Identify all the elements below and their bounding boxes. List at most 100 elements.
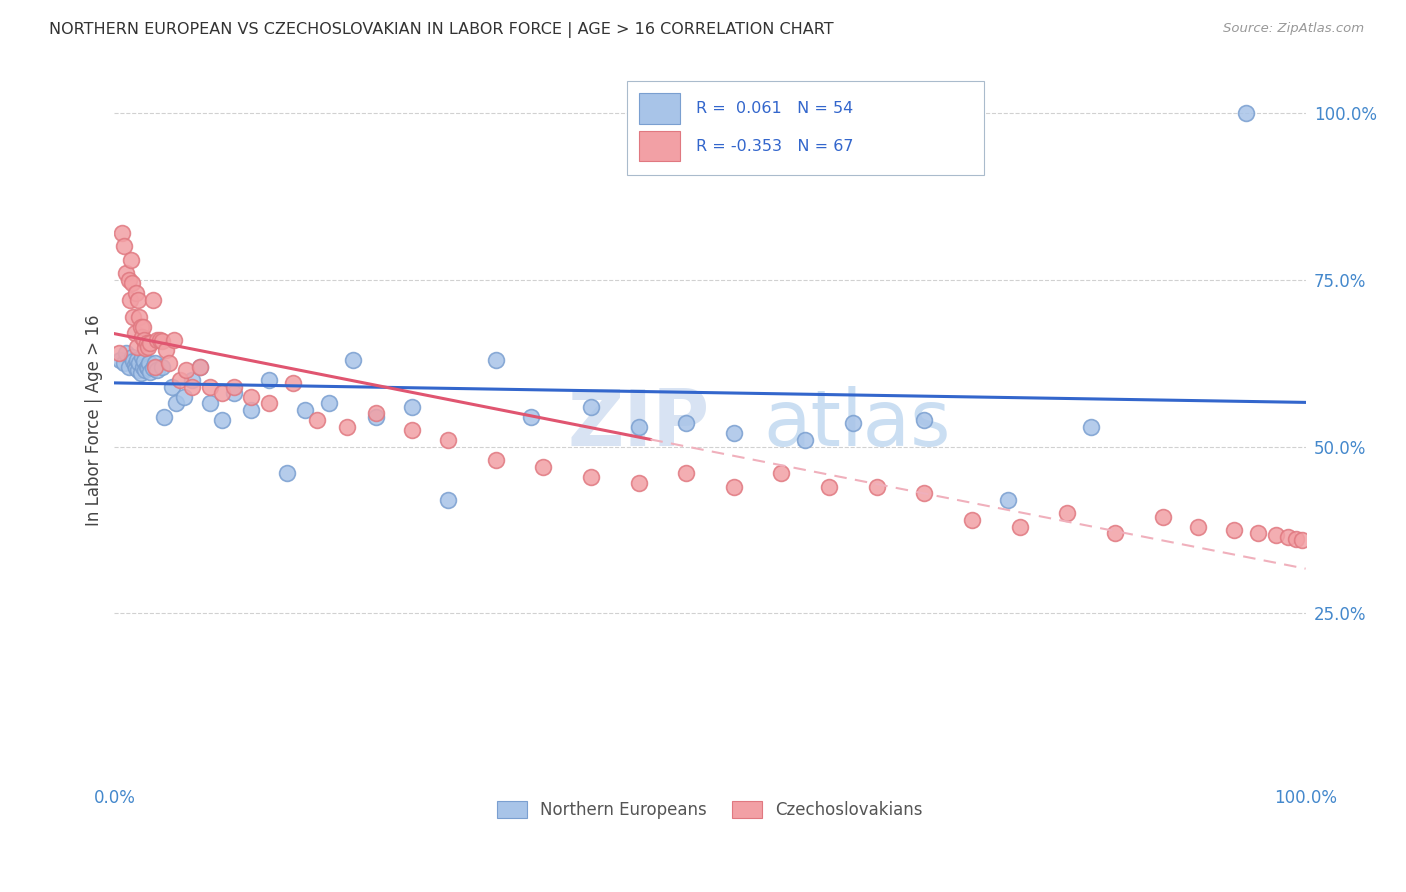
Point [180,379,202,393]
Point [1080,419,1102,434]
Point [318,396,340,410]
Point [437,493,460,508]
Point [124,358,146,372]
Point [163,333,186,347]
Point [211,413,233,427]
Point [1247,526,1270,541]
Point [134,363,156,377]
Text: Source: ZipAtlas.com: Source: ZipAtlas.com [1223,22,1364,36]
Point [912,413,935,427]
Point [128,356,150,370]
Point [132,319,155,334]
Point [484,352,506,367]
Point [125,286,148,301]
Text: atlas: atlas [763,385,950,461]
Text: R = -0.353   N = 67: R = -0.353 N = 67 [696,138,853,153]
Point [153,409,176,424]
Point [146,333,169,347]
Point [188,359,211,374]
Point [794,433,817,447]
Point [1008,519,1031,533]
Point [112,239,135,253]
Point [336,419,359,434]
Point [1264,527,1286,541]
Point [675,417,697,431]
Point [1187,519,1209,533]
Point [342,352,364,367]
Point [240,403,263,417]
Point [127,363,149,377]
Point [366,406,388,420]
Point [118,273,141,287]
Point [141,293,163,307]
Point [160,379,183,393]
Point [294,403,316,417]
Point [1104,526,1126,541]
Point [281,376,304,391]
Point [136,360,159,375]
Point [118,293,141,307]
Point [1291,533,1313,547]
Point [136,340,159,354]
Point [122,310,145,324]
Legend: Northern Europeans, Czechoslovakians: Northern Europeans, Czechoslovakians [491,795,929,826]
Y-axis label: In Labor Force | Age > 16: In Labor Force | Age > 16 [86,314,103,525]
Point [211,386,233,401]
Point [131,329,153,343]
Point [143,356,166,370]
Point [818,480,841,494]
Point [155,343,177,357]
Point [128,310,150,324]
Point [531,459,554,474]
Point [520,409,543,424]
Point [675,467,697,481]
Point [579,400,602,414]
Point [124,326,146,341]
Point [627,476,650,491]
Point [121,350,143,364]
Point [174,363,197,377]
Point [259,373,281,387]
Point [165,396,187,410]
Point [120,252,142,267]
Point [866,480,889,494]
Point [723,426,745,441]
Point [1285,532,1308,546]
Point [115,346,138,360]
Point [110,226,132,240]
Point [276,467,298,481]
Point [1234,106,1257,120]
Point [180,373,202,387]
Point [134,341,156,355]
FancyBboxPatch shape [627,81,984,175]
Point [366,409,388,424]
Point [115,266,138,280]
Point [437,433,460,447]
Point [139,365,162,379]
Point [139,336,162,351]
Point [912,486,935,500]
Point [627,419,650,434]
Point [125,360,148,375]
Point [222,386,245,401]
Point [150,359,173,374]
Point [129,319,152,334]
Point [110,352,132,367]
Point [132,359,155,374]
Point [240,390,263,404]
Point [484,453,506,467]
Point [141,360,163,375]
Point [770,467,793,481]
FancyBboxPatch shape [638,94,681,124]
Point [157,356,180,370]
Point [131,350,153,364]
FancyBboxPatch shape [638,131,681,161]
Point [169,373,191,387]
Text: NORTHERN EUROPEAN VS CZECHOSLOVAKIAN IN LABOR FORCE | AGE > 16 CORRELATION CHART: NORTHERN EUROPEAN VS CZECHOSLOVAKIAN IN … [49,22,834,38]
Point [401,423,423,437]
Point [198,379,221,393]
Point [129,366,152,380]
Point [997,493,1019,508]
Point [842,417,865,431]
Point [134,354,156,368]
